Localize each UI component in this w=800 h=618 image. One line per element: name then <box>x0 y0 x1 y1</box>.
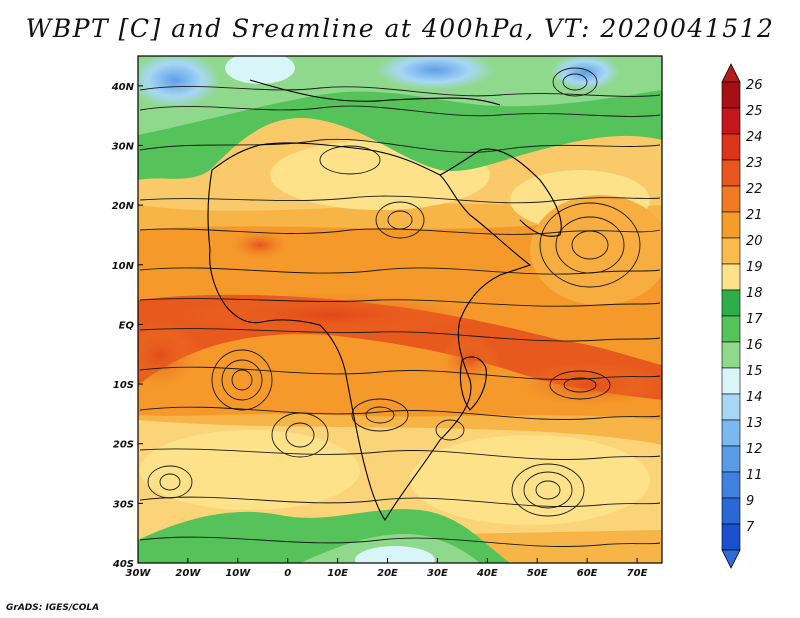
colorbar-label: 21 <box>746 208 763 223</box>
streamlines <box>139 67 661 547</box>
lat-tick-label: 30S <box>113 499 134 510</box>
colorbar-swatch <box>721 289 741 317</box>
colorbar-swatch <box>721 471 741 499</box>
colorbar-swatch <box>721 185 741 213</box>
field-shading <box>138 56 662 563</box>
colorbar-label: 24 <box>746 130 763 145</box>
colorbar-label: 26 <box>746 78 763 93</box>
colorbar-swatch <box>721 133 741 161</box>
colorbar-label: 11 <box>746 468 763 483</box>
lat-tick-label: 10S <box>113 380 134 391</box>
colorbar-label: 14 <box>746 390 763 405</box>
colorbar-swatch <box>721 107 741 135</box>
colorbar-label: 18 <box>746 286 763 301</box>
lon-tick-label: 70E <box>627 568 648 579</box>
lat-tick-label: EQ <box>119 320 135 331</box>
lon-tick-label: 50E <box>527 568 548 579</box>
colorbar-swatch <box>721 315 741 343</box>
lon-tick-label: 0 <box>284 568 291 579</box>
lon-tick-label: 30W <box>126 568 152 579</box>
colorbar-swatch <box>721 497 741 525</box>
map-title: WBPT [C] and Sreamline at 400hPa, VT: 20… <box>25 14 775 43</box>
colorbar-label: 7 <box>746 520 755 535</box>
colorbar-label: 16 <box>746 338 763 353</box>
colorbar-label: 23 <box>746 156 763 171</box>
colorbar-swatch <box>721 211 741 239</box>
lat-tick-label: 20S <box>113 440 134 451</box>
colorbar-bottom-arrow <box>721 549 741 569</box>
lon-tick-label: 10W <box>225 568 251 579</box>
lat-tick-label: 30N <box>112 141 135 152</box>
colorbar-swatch <box>721 81 741 109</box>
lon-tick-label: 60E <box>577 568 598 579</box>
colorbar-label: 9 <box>746 494 754 509</box>
colorbar-label: 12 <box>746 442 763 457</box>
colorbar-top-arrow <box>721 63 741 83</box>
colorbar-label: 15 <box>746 364 763 379</box>
colorbar-swatch <box>721 393 741 421</box>
colorbar-swatch <box>721 419 741 447</box>
lon-tick-label: 20E <box>377 568 398 579</box>
lon-tick-label: 10E <box>327 568 348 579</box>
colorbar-swatch <box>721 367 741 395</box>
lat-tick-label: 10N <box>112 261 135 272</box>
lon-tick-label: 40E <box>476 568 498 579</box>
colorbar-label: 22 <box>746 182 763 197</box>
colorbar-swatch <box>721 523 741 551</box>
map-axes: 30W 20W 10W 0 10E 20E 30E 40E 50E 60E 70E 40N 30N 20N… <box>111 82 648 579</box>
lat-tick-label: 40S <box>112 559 134 570</box>
colorbar-swatch <box>721 341 741 369</box>
lon-tick-label: 30E <box>427 568 448 579</box>
colorbar-label: 17 <box>746 312 763 327</box>
colorbar-label: 25 <box>746 104 763 119</box>
colorbar-swatch <box>721 263 741 291</box>
colorbar-swatch <box>721 159 741 187</box>
lat-tick-label: 40N <box>111 82 135 93</box>
coastlines <box>207 79 562 522</box>
grads-credit: GrADS: IGES/COLA <box>6 603 100 613</box>
colorbar-label: 13 <box>746 416 763 431</box>
lon-tick-label: 20W <box>175 568 201 579</box>
colorbar-label: 20 <box>746 234 763 249</box>
colorbar-swatch <box>721 237 741 265</box>
colorbar-label: 19 <box>746 260 763 275</box>
colorbar-swatch <box>721 445 741 473</box>
lat-tick-label: 20N <box>112 201 135 212</box>
